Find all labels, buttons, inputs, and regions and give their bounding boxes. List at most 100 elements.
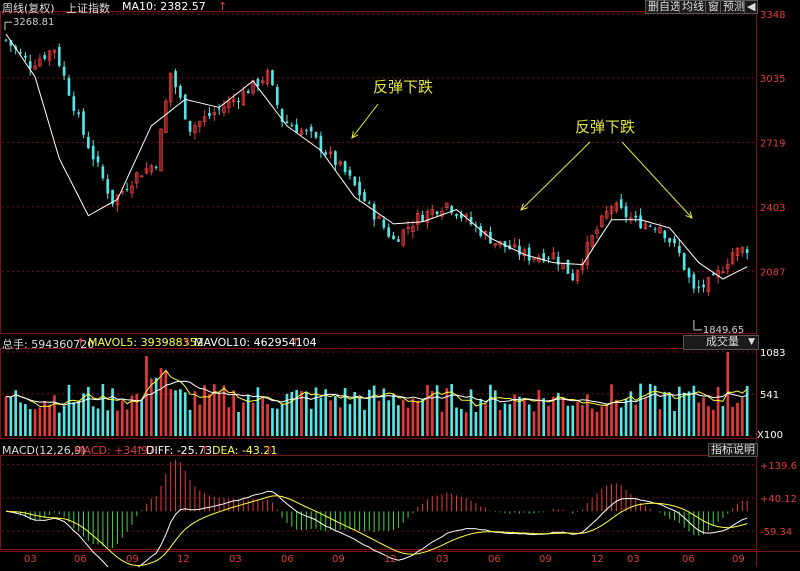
volume-bar (687, 391, 691, 436)
volume-bar (527, 404, 531, 436)
volume-bar (552, 396, 555, 436)
annotation-arrow-3-head (685, 211, 693, 219)
indicator-help-button[interactable]: 指标说明 (708, 443, 758, 457)
price-candle (518, 245, 521, 255)
volume-bar (324, 389, 328, 436)
volume-bar (498, 409, 502, 436)
price-tick-label: 3035 (760, 74, 785, 85)
price-candle (149, 165, 154, 173)
volume-bar (358, 396, 361, 436)
price-candle (256, 78, 260, 87)
xaxis-month-label: 12 (177, 554, 190, 565)
volume-bar (522, 398, 526, 436)
volume-bar (382, 388, 386, 436)
price-candle (440, 210, 444, 217)
volume-bar (702, 397, 705, 436)
price-candle (96, 156, 100, 163)
price-candle (663, 230, 667, 239)
volume-bar (353, 391, 357, 436)
price-candle (28, 61, 32, 69)
volume-bar (154, 377, 158, 436)
price-candle (164, 100, 168, 133)
price-candle (653, 228, 657, 230)
volume-bar (590, 408, 594, 436)
volume-bar (397, 405, 400, 436)
xaxis-month-label: 12 (591, 554, 604, 565)
price-candle (38, 58, 42, 66)
collapse-panel-icon[interactable]: ◀ (744, 0, 759, 14)
volume-bar (556, 392, 560, 436)
volume-bar (469, 389, 473, 436)
volume-bar (57, 412, 61, 436)
volume-bar (217, 392, 221, 436)
volume-bar (503, 403, 507, 436)
volume-bar (435, 385, 439, 436)
volume-bar (740, 397, 744, 436)
volume-bar (125, 409, 129, 436)
price-candle (561, 263, 565, 269)
xaxis-month-label: 06 (74, 554, 87, 565)
price-candle (668, 238, 671, 243)
price-candle (334, 151, 337, 166)
volume-bar (682, 392, 686, 436)
volume-bar (392, 394, 395, 436)
volume-bar (619, 407, 623, 436)
xaxis-month-label: 09 (332, 554, 345, 565)
volume-bar (140, 400, 143, 436)
xaxis-month-label: 06 (281, 554, 294, 565)
price-candle (430, 209, 435, 215)
volume-bar (280, 403, 284, 436)
price-candle (619, 199, 623, 208)
volume-bar (348, 404, 352, 436)
price-candle (43, 55, 47, 59)
volume-bar (721, 406, 725, 436)
macd-tick-label: +40.12 (760, 494, 797, 505)
xaxis-month-label: 03 (229, 554, 242, 565)
xaxis-month-label: 09 (126, 554, 139, 565)
price-candle (595, 229, 599, 234)
volume-bar (232, 390, 236, 436)
price-candle (450, 206, 453, 213)
volume-bar (43, 400, 47, 436)
volume-bar (697, 402, 701, 436)
xaxis-month-label: 03 (24, 554, 37, 565)
macd-pane-frame (0, 455, 757, 550)
volume-bar (508, 404, 512, 436)
diff-up-arrow-icon: ↑ (200, 444, 210, 457)
volume-bar (295, 389, 298, 436)
price-candle (445, 202, 449, 209)
price-candle (604, 211, 609, 219)
indicator-dropdown-label: 成交量 (706, 335, 739, 348)
mavol10-up-arrow-icon: ↑ (291, 336, 301, 349)
volume-bar (343, 387, 347, 436)
ma10-legend: MA10: 2382.57 (122, 0, 206, 13)
price-candle (111, 189, 114, 205)
price-candle (47, 50, 52, 61)
indicator-dropdown[interactable]: 成交量 ▼ (683, 335, 759, 350)
volume-bar (367, 389, 371, 436)
price-candle (425, 210, 430, 223)
volume-bar (489, 384, 492, 436)
price-candle (159, 128, 163, 172)
ma10-up-arrow-icon: ↑ (218, 0, 228, 13)
price-candle (125, 188, 129, 191)
delete-favorite-button[interactable]: 删自选 (645, 0, 684, 14)
price-candle (547, 257, 550, 259)
volume-bar (745, 386, 749, 436)
forecast-button[interactable]: 预测 (720, 0, 748, 14)
xaxis-month-label: 09 (732, 554, 745, 565)
price-tick-label: 3348 (760, 10, 785, 21)
volume-bar (53, 395, 56, 436)
volume-bar (372, 385, 376, 436)
price-pane-frame (0, 11, 757, 334)
price-candle (551, 252, 556, 260)
chevron-down-icon: ▼ (748, 337, 755, 347)
volume-bar (314, 387, 318, 436)
price-candle (697, 286, 701, 288)
volume-bar (48, 404, 51, 436)
volume-bar (338, 407, 342, 436)
xaxis-month-label: 06 (488, 554, 501, 565)
volume-bar (246, 395, 250, 436)
volume-bar (120, 400, 124, 436)
moving-average-button[interactable]: 均线 (679, 0, 707, 14)
